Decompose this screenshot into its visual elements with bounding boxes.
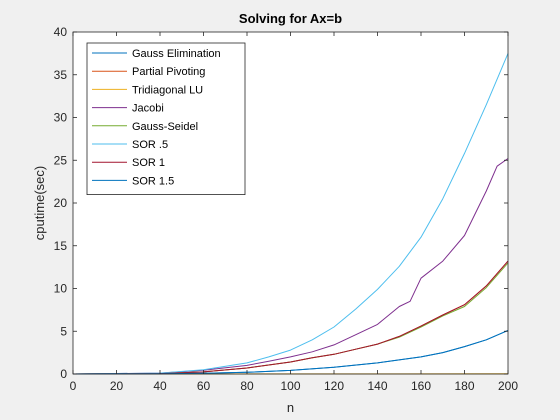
y-tick-label: 5: [60, 324, 67, 338]
legend-box: [86, 42, 246, 196]
series-line-sor-1: [72, 260, 509, 375]
series-line-sor-5: [72, 53, 509, 375]
chart-title: Solving for Ax=b: [239, 11, 342, 26]
x-tick-label: 80: [240, 379, 254, 393]
x-tick-label: 20: [110, 379, 124, 393]
x-tick-label: 40: [153, 379, 167, 393]
x-tick-label: 180: [454, 379, 474, 393]
y-tick-label: 0: [60, 367, 67, 381]
legend: Gauss Elimination Partial Pivoting Tridiag…: [86, 42, 246, 196]
legend-entry: Tridiagonal LU: [132, 84, 203, 96]
y-tick-label: 15: [54, 239, 68, 253]
y-axis-label: cputime(sec): [32, 166, 47, 240]
legend-entry: SOR 1: [132, 157, 165, 169]
x-tick-label: 120: [324, 379, 344, 393]
x-tick-label: 60: [197, 379, 211, 393]
x-tick-label: 100: [280, 379, 300, 393]
y-tick-label: 40: [54, 25, 68, 39]
legend-entry: SOR 1.5: [132, 175, 174, 187]
legend-entry: Gauss Elimination: [132, 48, 221, 60]
y-tick-label: 25: [54, 153, 68, 167]
legend-entry: Partial Pivoting: [132, 66, 205, 78]
series-line-jacobi: [72, 158, 509, 375]
y-tick-label: 10: [54, 282, 68, 296]
legend-entry: SOR .5: [132, 139, 168, 151]
x-tick-label: 0: [70, 379, 77, 393]
x-axis-label: n: [287, 400, 294, 415]
y-tick-label: 30: [54, 111, 68, 125]
series-line-sor-1-5: [72, 329, 509, 375]
tick-layer: 0 20 40 60 80 100 120 140 160 180 200 0 5 10 15 20 25 30 3…: [54, 25, 519, 393]
legend-entry: Gauss-Seidel: [132, 121, 198, 133]
x-tick-label: 200: [498, 379, 518, 393]
y-tick-label: 20: [54, 196, 68, 210]
x-tick-label: 140: [367, 379, 387, 393]
x-tick-label: 160: [411, 379, 431, 393]
y-tick-label: 35: [54, 68, 68, 82]
legend-entry: Jacobi: [132, 103, 164, 115]
